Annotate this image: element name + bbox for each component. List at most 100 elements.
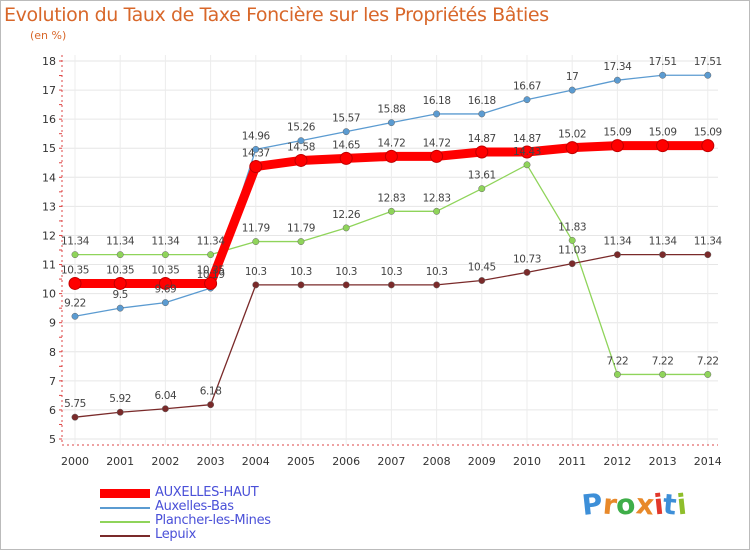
data-label-auxelles-haut-2013: 15.09 xyxy=(649,127,677,139)
x-tick-label-2000: 2000 xyxy=(61,455,89,468)
data-label-lepuix-2009: 10.45 xyxy=(468,262,496,274)
data-point-plancher-les-mines-2013 xyxy=(659,370,667,378)
data-point-auxelles-haut-2012 xyxy=(610,139,624,153)
data-point-lepuix-2013 xyxy=(659,251,667,259)
data-label-plancher-les-mines-2012: 7.22 xyxy=(607,355,629,367)
y-tick-label-12: 12 xyxy=(42,229,56,242)
data-label-lepuix-2001: 5.92 xyxy=(109,393,131,405)
x-tick-label-2006: 2006 xyxy=(332,455,360,468)
data-point-plancher-les-mines-2010 xyxy=(523,161,531,169)
data-point-auxelles-haut-2001 xyxy=(113,276,127,290)
legend-swatch-auxelles-haut xyxy=(100,489,150,498)
data-label-auxelles-bas-2000: 9.22 xyxy=(64,297,86,309)
y-tick-label-18: 18 xyxy=(42,55,56,68)
x-tick-label-2010: 2010 xyxy=(513,455,541,468)
data-point-lepuix-2006 xyxy=(342,281,350,289)
data-label-plancher-les-mines-2006: 12.26 xyxy=(332,209,361,221)
data-label-auxelles-haut-2003: 10.35 xyxy=(197,264,225,276)
x-tick-label-2011: 2011 xyxy=(558,455,586,468)
data-label-lepuix-2002: 6.04 xyxy=(155,390,177,402)
data-point-auxelles-bas-2014 xyxy=(704,71,712,79)
data-label-auxelles-bas-2014: 17.51 xyxy=(694,56,722,68)
x-tick-label-2009: 2009 xyxy=(468,455,496,468)
legend-item-lepuix: Lepuix xyxy=(100,528,400,542)
data-label-auxelles-haut-2008: 14.72 xyxy=(423,137,451,149)
data-label-plancher-les-mines-2001: 11.34 xyxy=(106,236,135,248)
data-point-auxelles-bas-2007 xyxy=(387,119,395,127)
data-point-plancher-les-mines-2005 xyxy=(297,238,305,246)
data-label-auxelles-bas-2010: 16.67 xyxy=(513,81,541,93)
y-tick-label-15: 15 xyxy=(42,142,56,155)
data-label-plancher-les-mines-2003: 11.34 xyxy=(197,236,226,248)
data-point-plancher-les-mines-2000 xyxy=(71,251,79,259)
x-tick-label-2013: 2013 xyxy=(649,455,677,468)
data-point-auxelles-bas-2006 xyxy=(342,128,350,136)
data-label-lepuix-2010: 10.73 xyxy=(513,253,541,265)
data-label-auxelles-haut-2014: 15.09 xyxy=(694,127,722,139)
x-tick-label-2007: 2007 xyxy=(377,455,405,468)
data-label-lepuix-2008: 10.3 xyxy=(426,266,448,278)
data-label-auxelles-bas-2013: 17.51 xyxy=(649,56,677,68)
data-label-auxelles-haut-2007: 14.72 xyxy=(377,137,405,149)
data-label-auxelles-bas-2002: 9.69 xyxy=(155,284,177,296)
data-point-auxelles-bas-2012 xyxy=(613,76,621,84)
legend-label-plancher-les-mines: Plancher-les-Mines xyxy=(155,513,271,528)
legend-swatch-plancher-les-mines xyxy=(100,521,150,523)
chart-title: Evolution du Taux de Taxe Foncière sur l… xyxy=(4,4,549,26)
data-point-lepuix-2010 xyxy=(523,268,531,276)
data-label-lepuix-2006: 10.3 xyxy=(335,266,357,278)
data-label-auxelles-haut-2004: 14.37 xyxy=(242,148,270,160)
data-label-plancher-les-mines-2004: 11.79 xyxy=(242,223,270,235)
data-point-auxelles-bas-2005 xyxy=(297,137,305,145)
legend-swatch-auxelles-bas xyxy=(100,507,150,509)
data-point-auxelles-haut-2002 xyxy=(158,276,172,290)
data-point-auxelles-bas-2001 xyxy=(116,304,124,312)
data-label-auxelles-haut-2000: 10.35 xyxy=(61,264,89,276)
x-tick-label-2005: 2005 xyxy=(287,455,315,468)
data-label-auxelles-haut-2012: 15.09 xyxy=(603,127,631,139)
data-label-plancher-les-mines-2000: 11.34 xyxy=(61,236,90,248)
data-point-auxelles-bas-2008 xyxy=(433,110,441,118)
data-label-auxelles-bas-2011: 17 xyxy=(566,71,579,83)
data-label-auxelles-bas-2012: 17.34 xyxy=(603,61,632,73)
data-point-auxelles-haut-2009 xyxy=(475,145,489,159)
data-label-auxelles-haut-2010: 14.87 xyxy=(513,133,541,145)
data-label-auxelles-haut-2005: 14.58 xyxy=(287,141,315,153)
data-point-lepuix-2012 xyxy=(613,251,621,259)
x-tick-label-2001: 2001 xyxy=(106,455,134,468)
data-label-lepuix-2004: 10.3 xyxy=(245,266,267,278)
data-point-auxelles-haut-2005 xyxy=(294,153,308,167)
data-label-plancher-les-mines-2007: 12.83 xyxy=(377,192,405,204)
data-point-lepuix-2003 xyxy=(207,401,215,409)
data-point-auxelles-haut-2011 xyxy=(565,141,579,155)
data-point-auxelles-haut-2008 xyxy=(430,149,444,163)
data-label-plancher-les-mines-2010: 14.43 xyxy=(513,146,541,158)
legend-swatch-lepuix xyxy=(100,535,150,537)
x-tick-label-2012: 2012 xyxy=(603,455,631,468)
data-label-auxelles-bas-2001: 9.5 xyxy=(112,289,128,301)
legend-item-auxelles-bas: Auxelles-Bas xyxy=(100,500,400,514)
legend-label-lepuix: Lepuix xyxy=(155,527,197,542)
data-point-lepuix-2002 xyxy=(161,405,169,413)
y-tick-label-13: 13 xyxy=(42,200,56,213)
data-label-auxelles-haut-2006: 14.65 xyxy=(332,139,360,151)
x-tick-label-2008: 2008 xyxy=(423,455,451,468)
data-label-plancher-les-mines-2002: 11.34 xyxy=(151,236,180,248)
data-point-plancher-les-mines-2009 xyxy=(478,185,486,193)
data-point-auxelles-haut-2007 xyxy=(384,149,398,163)
data-point-lepuix-2011 xyxy=(568,260,576,268)
data-label-lepuix-2005: 10.3 xyxy=(290,266,312,278)
data-label-lepuix-2000: 5.75 xyxy=(64,398,86,410)
data-label-lepuix-2013: 11.34 xyxy=(649,236,678,248)
data-label-plancher-les-mines-2008: 12.83 xyxy=(423,192,451,204)
data-label-plancher-les-mines-2009: 13.61 xyxy=(468,170,496,182)
data-point-auxelles-haut-2004 xyxy=(249,160,263,174)
data-label-plancher-les-mines-2013: 7.22 xyxy=(652,355,674,367)
data-label-lepuix-2014: 11.34 xyxy=(694,236,723,248)
y-tick-label-7: 7 xyxy=(49,375,56,388)
data-point-auxelles-haut-2000 xyxy=(68,276,82,290)
legend-label-auxelles-bas: Auxelles-Bas xyxy=(155,499,234,514)
data-point-plancher-les-mines-2012 xyxy=(613,370,621,378)
